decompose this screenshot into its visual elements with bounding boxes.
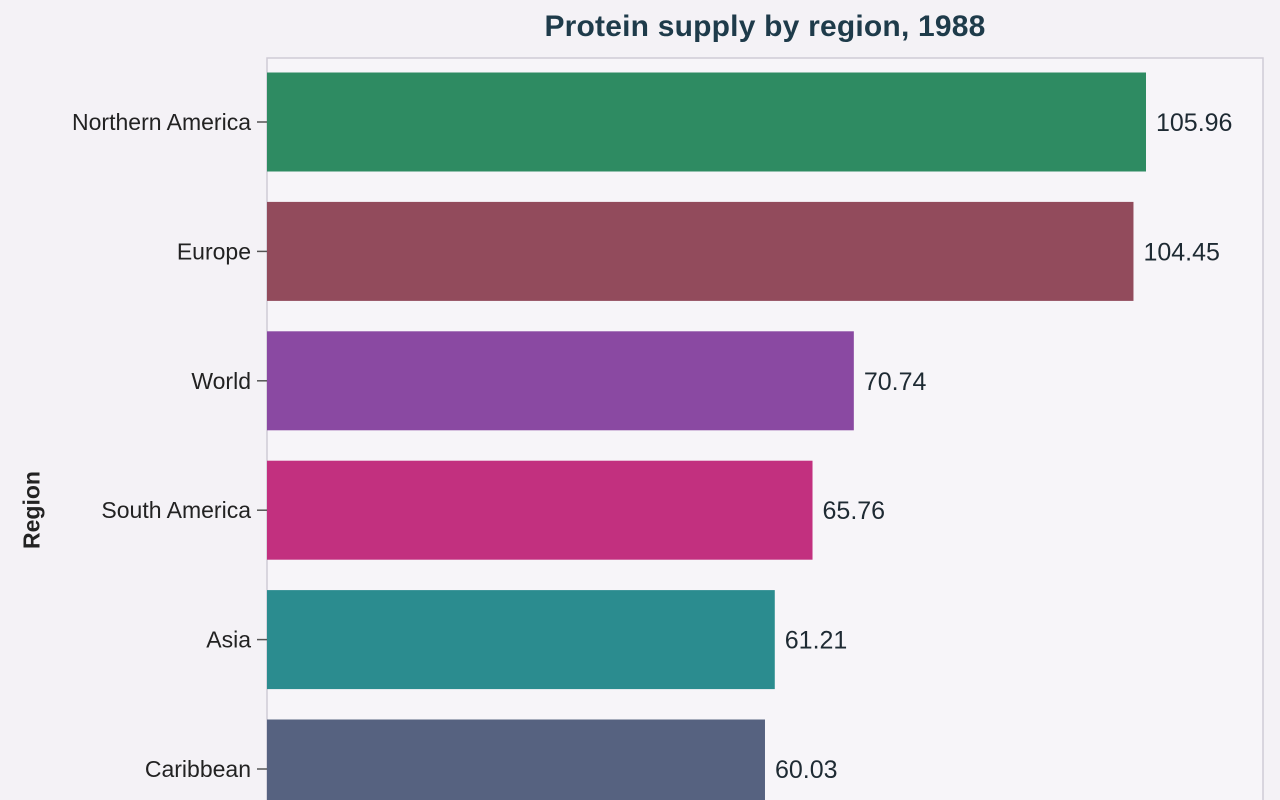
bar-northern-america bbox=[267, 72, 1146, 172]
y-tick-label: Europe bbox=[177, 238, 251, 264]
y-tick-label: Asia bbox=[206, 627, 251, 653]
bar-asia bbox=[267, 590, 775, 690]
chart-title: Protein supply by region, 1988 bbox=[544, 10, 986, 43]
y-tick-label: World bbox=[191, 368, 251, 394]
data-label: 61.21 bbox=[785, 627, 848, 655]
data-label: 104.45 bbox=[1143, 238, 1219, 266]
bar-europe bbox=[267, 201, 1134, 301]
data-label: 105.96 bbox=[1156, 109, 1232, 137]
bar-south-america bbox=[267, 460, 813, 560]
y-tick-label: Northern America bbox=[72, 109, 251, 135]
data-label: 70.74 bbox=[864, 368, 927, 396]
data-label: 65.76 bbox=[823, 497, 886, 525]
bar-caribbean bbox=[267, 719, 765, 800]
data-label: 60.03 bbox=[775, 756, 838, 784]
y-tick-label: South America bbox=[101, 497, 251, 523]
bar-world bbox=[267, 331, 854, 431]
y-tick-label: Caribbean bbox=[145, 756, 251, 782]
